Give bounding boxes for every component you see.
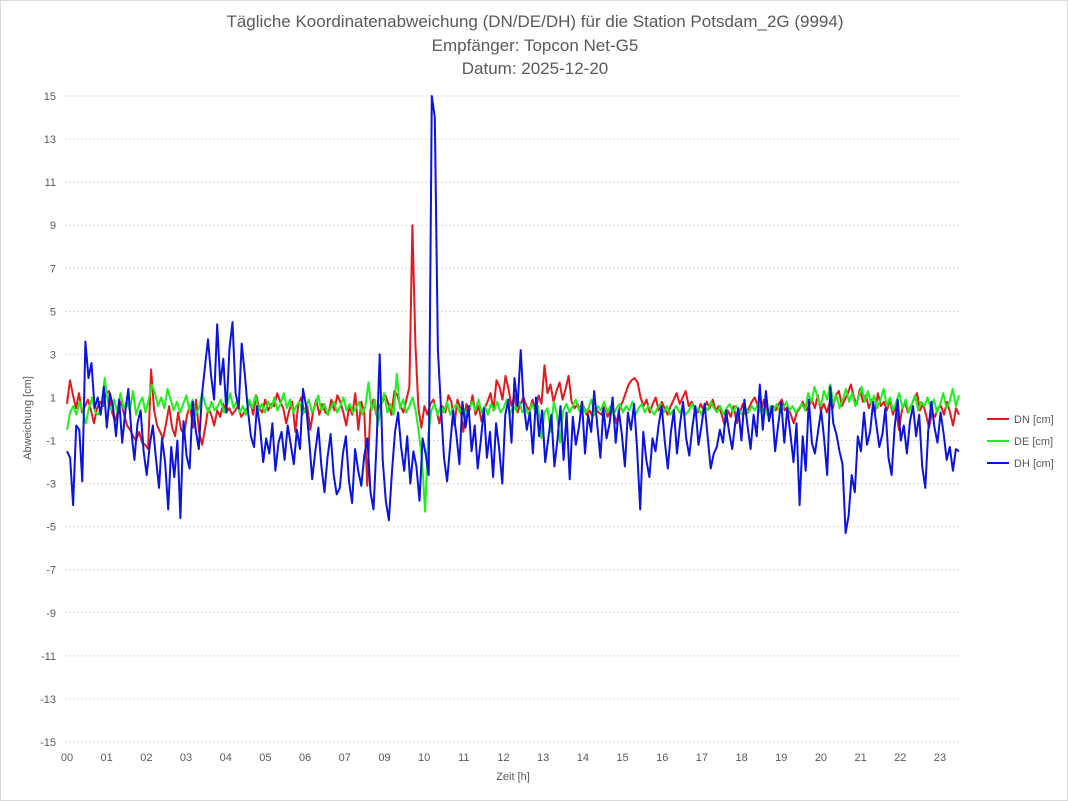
x-tick-label: 03 bbox=[180, 752, 192, 764]
y-tick-label: -7 bbox=[46, 565, 56, 577]
x-tick-label: 07 bbox=[339, 752, 351, 764]
y-tick-label: -9 bbox=[46, 608, 56, 620]
y-tick-label: -11 bbox=[41, 651, 56, 663]
x-tick-label: 02 bbox=[140, 752, 152, 764]
x-tick-label: 22 bbox=[894, 752, 906, 764]
y-tick-label: 1 bbox=[50, 392, 56, 404]
chart-subtitle: Empfänger: Topcon Net-G5 bbox=[431, 36, 639, 55]
y-tick-label: 3 bbox=[50, 349, 56, 361]
y-tick-label: 9 bbox=[50, 220, 56, 232]
x-tick-label: 20 bbox=[815, 752, 827, 764]
legend: DN [cm] DE [cm] DH [cm] bbox=[987, 414, 1054, 470]
series-line-dh bbox=[66, 95, 960, 535]
x-tick-label: 00 bbox=[61, 752, 73, 764]
x-tick-label: 10 bbox=[418, 752, 430, 764]
x-tick-label: 13 bbox=[537, 752, 549, 764]
y-tick-label: -13 bbox=[40, 694, 56, 706]
y-tick-label: -3 bbox=[46, 479, 56, 491]
legend-label: DH [cm] bbox=[1014, 458, 1054, 470]
y-axis-title: Abweichung [cm] bbox=[22, 376, 34, 460]
y-tick-label: 5 bbox=[50, 306, 56, 318]
y-tick-label: -1 bbox=[46, 436, 56, 448]
x-tick-label: 23 bbox=[934, 752, 946, 764]
series-lines bbox=[66, 95, 960, 535]
legend-label: DN [cm] bbox=[1014, 414, 1054, 426]
y-tick-label: -5 bbox=[46, 522, 56, 534]
x-tick-label: 06 bbox=[299, 752, 311, 764]
x-tick-label: 14 bbox=[577, 752, 589, 764]
chart-title: Tägliche Koordinatenabweichung (DN/DE/DH… bbox=[226, 12, 844, 31]
x-tick-label: 05 bbox=[259, 752, 271, 764]
x-tick-label: 09 bbox=[378, 752, 390, 764]
x-tick-label: 15 bbox=[616, 752, 628, 764]
gridlines bbox=[65, 95, 961, 743]
x-tick-label: 04 bbox=[220, 752, 232, 764]
y-tick-label: 11 bbox=[45, 177, 56, 189]
x-tick-label: 11 bbox=[458, 752, 469, 764]
x-tick-label: 01 bbox=[101, 752, 113, 764]
x-tick-label: 19 bbox=[775, 752, 787, 764]
x-tick-label: 16 bbox=[656, 752, 668, 764]
chart-date: Datum: 2025-12-20 bbox=[461, 59, 609, 78]
y-tick-label: -15 bbox=[40, 737, 56, 749]
y-tick-label: 7 bbox=[50, 263, 56, 275]
x-axis-ticks: 00 01 02 03 04 05 06 07 09 10 11 12 13 14 15 16 17 18 19 20… bbox=[61, 752, 946, 764]
x-tick-label: 18 bbox=[735, 752, 747, 764]
x-axis-title: Zeit [h] bbox=[496, 771, 530, 783]
x-tick-label: 12 bbox=[497, 752, 509, 764]
y-tick-label: 13 bbox=[44, 134, 56, 146]
y-tick-label: 15 bbox=[44, 91, 56, 103]
x-tick-label: 21 bbox=[854, 752, 866, 764]
legend-label: DE [cm] bbox=[1014, 436, 1053, 448]
x-tick-label: 17 bbox=[696, 752, 708, 764]
